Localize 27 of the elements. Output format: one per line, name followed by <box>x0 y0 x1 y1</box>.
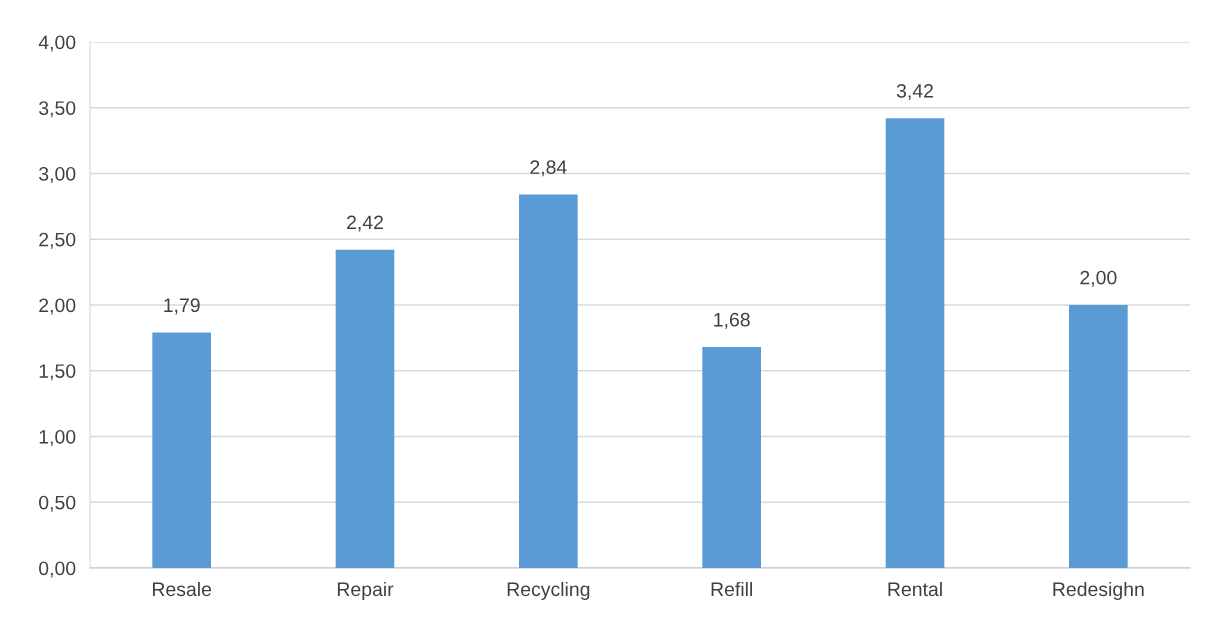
y-tick-label: 1,50 <box>39 364 76 381</box>
bar <box>519 194 578 568</box>
data-label: 3,42 <box>896 83 933 101</box>
data-label: 2,00 <box>1080 270 1117 287</box>
y-tick-label: 1,00 <box>39 429 76 447</box>
x-tick-label: Resale <box>153 581 212 597</box>
y-tick-label: 3,50 <box>39 101 76 118</box>
bar <box>1069 305 1128 568</box>
y-tick-label: 0,50 <box>39 495 76 512</box>
x-tick-label: Rental <box>888 581 942 597</box>
x-tick-label: Redesighn <box>1053 581 1144 601</box>
bar <box>702 347 761 568</box>
data-label: 2,42 <box>347 215 383 232</box>
data-label: 2,84 <box>530 160 567 177</box>
bar <box>885 118 945 568</box>
y-tick-label: 4,00 <box>38 35 76 52</box>
data-label: 1,68 <box>714 312 750 329</box>
bar <box>335 249 395 568</box>
x-tick-label: Recycling <box>507 581 590 601</box>
bar <box>152 332 211 568</box>
y-tick-label: 0,00 <box>39 561 76 578</box>
data-label: 1,79 <box>164 298 200 315</box>
y-tick-label: 2,00 <box>39 298 76 315</box>
x-tick-label: Repair <box>337 581 394 601</box>
x-tick-label: Refill <box>711 581 752 597</box>
y-tick-label: 2,50 <box>39 232 76 249</box>
y-tick-label: 3,00 <box>39 166 76 184</box>
